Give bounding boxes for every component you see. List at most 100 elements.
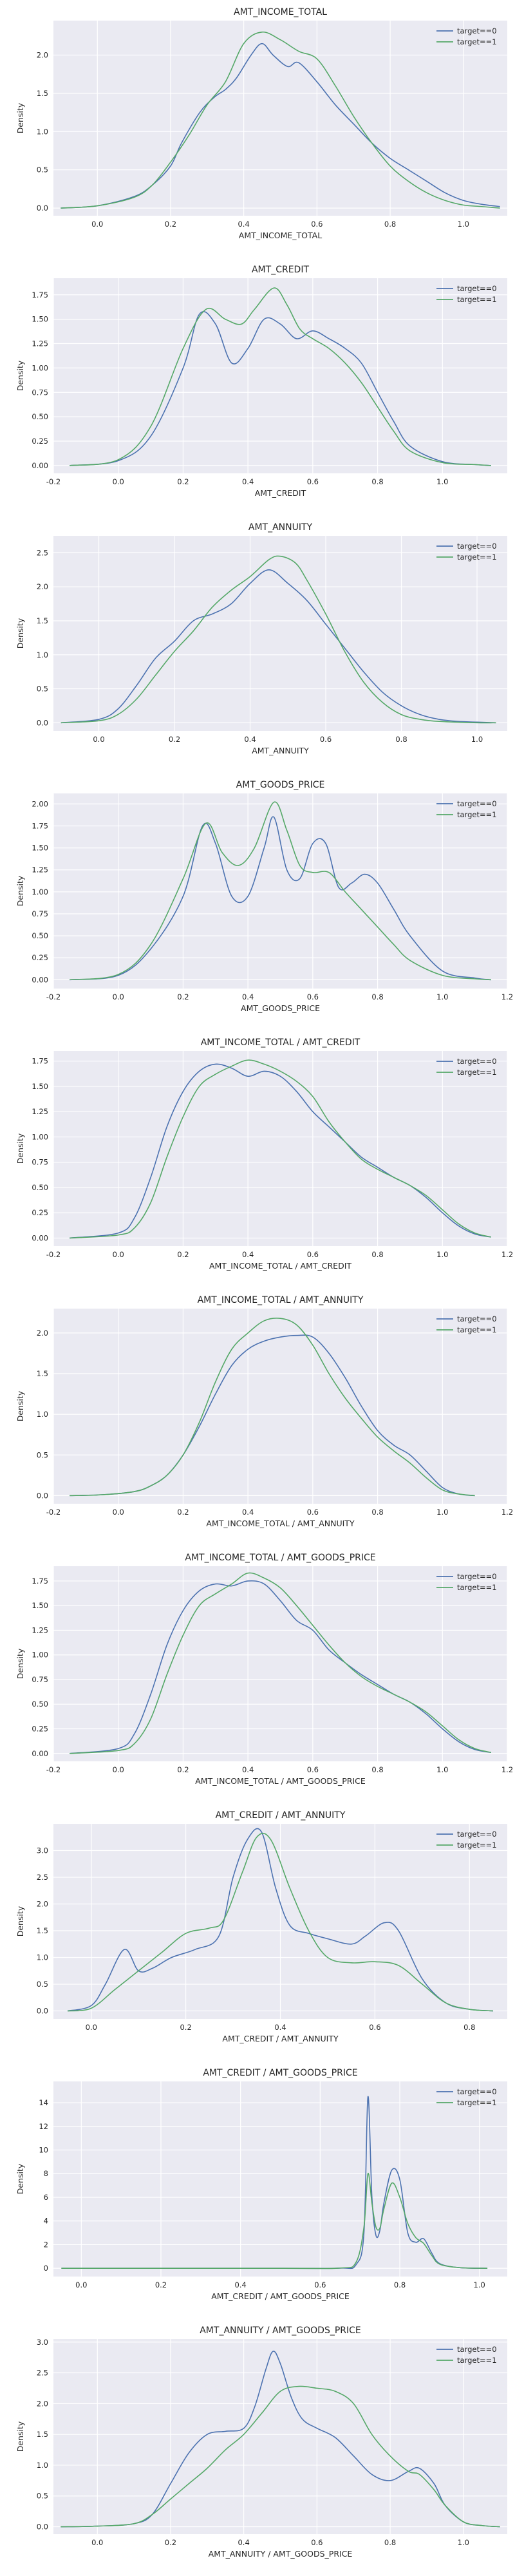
x-tick-label: 1.0 xyxy=(474,2280,485,2289)
legend-label: target==0 xyxy=(457,26,497,35)
x-axis-label: AMT_GOODS_PRICE xyxy=(241,1003,320,1013)
chart-title: AMT_CREDIT / AMT_ANNUITY xyxy=(216,1810,346,1821)
legend-label: target==1 xyxy=(457,810,497,819)
y-tick-label: 6 xyxy=(44,2193,48,2202)
y-tick-label: 1.5 xyxy=(37,1926,48,1935)
y-tick-label: 0.0 xyxy=(37,204,48,213)
series-line-target1 xyxy=(67,1832,494,2012)
x-tick-label: 0.4 xyxy=(242,1250,254,1259)
legend: target==0 target==1 xyxy=(436,542,497,562)
legend: target==0 target==1 xyxy=(436,1830,497,1850)
chart-9: AMT_CREDIT / AMT_GOODS_PRICE 0.0 0.2 0.4 0.6… xyxy=(15,2068,507,2301)
x-tick-label: 0.8 xyxy=(371,1765,383,1774)
chart-10: AMT_ANNUITY / AMT_GOODS_PRICE 0.0 0.2 0.4 0.… xyxy=(15,2325,507,2559)
chart-title: AMT_INCOME_TOTAL / AMT_GOODS_PRICE xyxy=(185,1553,375,1563)
y-tick-label: 3.0 xyxy=(37,1846,48,1855)
y-tick-label: 14 xyxy=(39,2098,48,2107)
legend-label: target==1 xyxy=(457,2098,497,2107)
chart-title: AMT_CREDIT xyxy=(252,265,309,275)
chart-title: AMT_INCOME_TOTAL xyxy=(234,7,327,17)
x-tick-label: 1.0 xyxy=(436,1508,448,1517)
x-axis-label: AMT_ANNUITY / AMT_GOODS_PRICE xyxy=(209,2549,353,2559)
y-tick-label: 2.5 xyxy=(37,1873,48,1882)
y-tick-label: 1.00 xyxy=(32,887,48,896)
plot-area xyxy=(53,1051,507,1246)
x-tick-label: 0.6 xyxy=(307,477,319,486)
y-axis-label: Density xyxy=(15,1906,25,1937)
legend: target==0 target==1 xyxy=(436,2087,497,2107)
y-tick-label: 0.75 xyxy=(32,1158,48,1167)
series-line-target0 xyxy=(61,569,496,724)
y-tick-label: 1.5 xyxy=(37,2430,48,2439)
y-tick-label: 1.75 xyxy=(32,822,48,831)
y-tick-label: 1.5 xyxy=(37,1369,48,1378)
x-tick-label: 0.2 xyxy=(165,2538,176,2547)
x-tick-label: 0.0 xyxy=(113,992,124,1001)
y-tick-label: 1.25 xyxy=(32,1107,48,1116)
chart-5: AMT_INCOME_TOTAL / AMT_CREDIT -0.2 0.0 0.2 0… xyxy=(15,1037,513,1271)
y-tick-label: 0.50 xyxy=(32,412,48,421)
x-tick-label: 0.4 xyxy=(242,992,254,1001)
y-tick-label: 2.0 xyxy=(37,2399,48,2408)
legend-label: target==1 xyxy=(457,1325,497,1334)
chart-3: AMT_ANNUITY 0.0 0.2 0.4 0.6 0.8 1.0 0.0 0.5 1.0 1.… xyxy=(15,522,507,755)
x-axis-label: AMT_INCOME_TOTAL xyxy=(239,231,322,240)
y-tick-label: 1.50 xyxy=(32,1601,48,1610)
legend-label: target==0 xyxy=(457,1572,497,1581)
y-tick-label: 1.25 xyxy=(32,1625,48,1634)
x-tick-label: 0.0 xyxy=(86,2023,97,2032)
y-tick-label: 1.50 xyxy=(32,1082,48,1091)
x-tick-label: 0.2 xyxy=(155,2280,167,2289)
y-axis-label: Density xyxy=(15,1133,25,1164)
chart-2: AMT_CREDIT -0.2 0.0 0.2 0.4 0.6 0.8 1.0 0.00 0.25… xyxy=(15,265,507,498)
x-tick-label: 0.0 xyxy=(91,220,103,229)
y-axis-label: Density xyxy=(15,875,25,906)
y-tick-label: 8 xyxy=(44,2169,48,2178)
legend-label: target==1 xyxy=(457,1841,497,1850)
x-axis-label: AMT_INCOME_TOTAL / AMT_GOODS_PRICE xyxy=(195,1776,366,1786)
x-tick-label: 1.2 xyxy=(501,1765,513,1774)
chart-title: AMT_ANNUITY xyxy=(248,522,313,533)
y-tick-label: 2.00 xyxy=(32,799,48,808)
y-axis-label: Density xyxy=(15,1390,25,1421)
legend-label: target==1 xyxy=(457,1583,497,1592)
x-tick-label: 0.4 xyxy=(242,1508,254,1517)
x-tick-label: 0.0 xyxy=(113,1765,124,1774)
y-tick-label: 0.00 xyxy=(32,975,48,984)
x-tick-label: 0.6 xyxy=(307,992,319,1001)
y-tick-label: 2 xyxy=(44,2240,48,2249)
y-tick-label: 10 xyxy=(39,2146,48,2155)
y-tick-label: 0.50 xyxy=(32,1700,48,1709)
x-tick-label: -0.2 xyxy=(46,1250,61,1259)
x-tick-label: 0.2 xyxy=(165,220,176,229)
x-axis-label: AMT_INCOME_TOTAL / AMT_ANNUITY xyxy=(206,1519,355,1528)
x-tick-label: 0.6 xyxy=(307,1250,319,1259)
legend-label: target==1 xyxy=(457,553,497,562)
series-line-target1 xyxy=(61,555,496,724)
y-tick-label: 1.75 xyxy=(32,1577,48,1586)
series-line-target0 xyxy=(70,311,491,466)
y-tick-label: 2.0 xyxy=(37,50,48,59)
x-tick-label: 0.2 xyxy=(169,735,180,744)
legend-label: target==0 xyxy=(457,542,497,551)
x-tick-label: -0.2 xyxy=(46,1508,61,1517)
series-line-target0 xyxy=(61,43,500,209)
x-tick-label: 1.2 xyxy=(501,992,513,1001)
y-tick-label: 1.00 xyxy=(32,1651,48,1660)
x-tick-label: 0.8 xyxy=(371,477,383,486)
chart-title: AMT_INCOME_TOTAL / AMT_ANNUITY xyxy=(198,1295,364,1305)
legend-label: target==0 xyxy=(457,2087,497,2096)
x-axis-label: AMT_ANNUITY xyxy=(252,746,309,755)
y-tick-label: 0.75 xyxy=(32,388,48,397)
x-tick-label: 0.8 xyxy=(371,992,383,1001)
chart-4: AMT_GOODS_PRICE -0.2 0.0 0.2 0.4 0.6 0.8 1.0 1.2… xyxy=(15,780,513,1013)
series-line-target1 xyxy=(70,287,491,466)
y-tick-label: 3.0 xyxy=(37,2338,48,2347)
x-tick-label: 1.0 xyxy=(458,220,469,229)
legend: target==0 target==1 xyxy=(436,1572,497,1592)
x-tick-label: 0.2 xyxy=(177,1765,189,1774)
plot-area xyxy=(53,1566,507,1761)
legend-label: target==1 xyxy=(457,37,497,46)
y-tick-label: 0.5 xyxy=(37,2492,48,2501)
x-tick-label: 0.2 xyxy=(177,1508,189,1517)
